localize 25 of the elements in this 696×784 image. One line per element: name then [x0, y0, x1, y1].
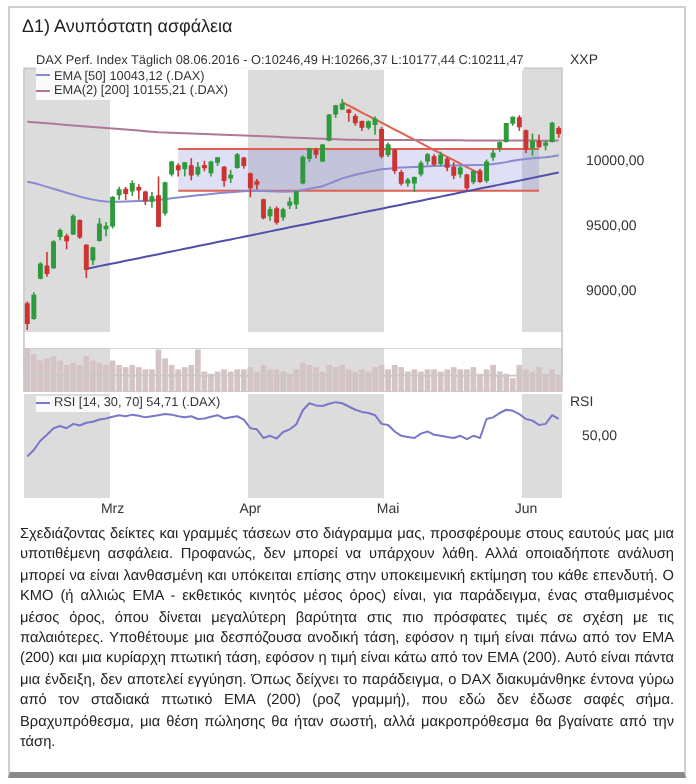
candlestick: [320, 143, 325, 163]
candlestick: [162, 180, 168, 217]
candlestick: [77, 218, 83, 240]
candlestick: [503, 122, 509, 144]
candlestick: [530, 132, 535, 157]
candlestick: [83, 243, 89, 279]
candlestick: [379, 126, 385, 160]
candlestick: [484, 158, 490, 184]
candlestick: [274, 205, 280, 226]
candlestick: [188, 157, 194, 182]
candlestick: [549, 120, 555, 144]
candlestick: [300, 154, 306, 186]
candlestick: [51, 239, 56, 270]
candlestick: [110, 195, 116, 230]
chart-title: Δ1) Ανυπόστατη ασφάλεια: [22, 16, 233, 36]
candlestick: [221, 165, 227, 188]
candlestick: [247, 171, 253, 199]
candlestick: [346, 107, 352, 123]
candlestick: [96, 217, 102, 243]
candlestick: [70, 213, 76, 236]
candlestick: [136, 183, 142, 201]
candlestick: [156, 175, 161, 229]
candlestick: [31, 291, 37, 321]
candlestick: [326, 113, 332, 143]
candlestick: [24, 300, 30, 331]
